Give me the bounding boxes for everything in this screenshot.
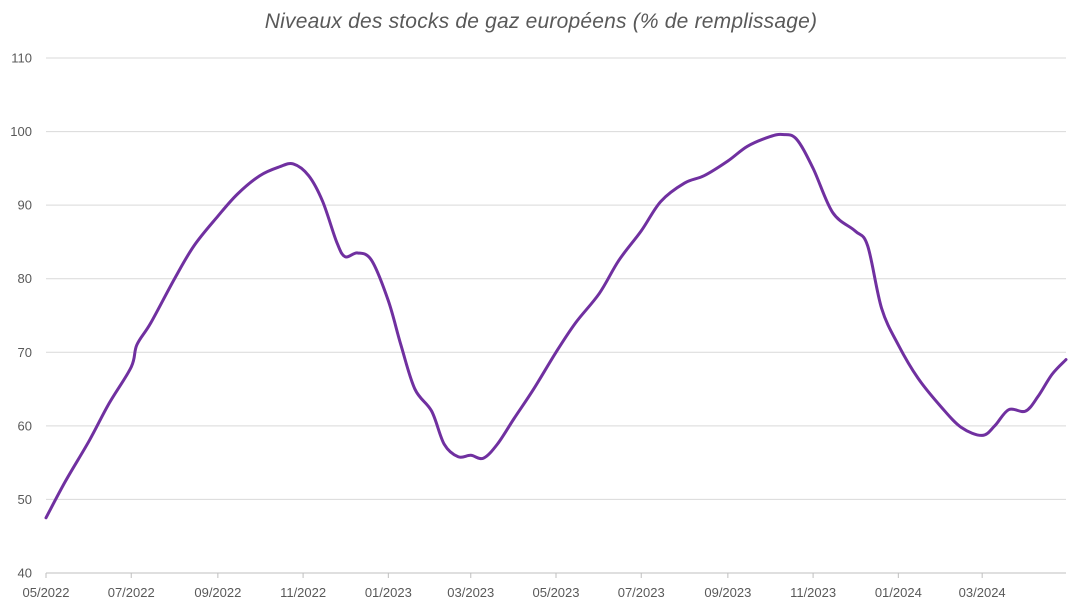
data-point <box>811 167 815 170</box>
data-point <box>64 479 67 483</box>
y-tick-label: 60 <box>18 418 32 433</box>
x-tick-label: 11/2023 <box>790 585 836 600</box>
data-point <box>659 200 662 203</box>
data-point <box>399 343 403 347</box>
data-point <box>897 343 900 347</box>
data-point <box>192 244 196 247</box>
data-point <box>44 516 48 520</box>
data-point <box>940 406 943 409</box>
x-tick-label: 11/2022 <box>280 585 326 600</box>
y-tick-label: 80 <box>18 271 32 286</box>
data-point <box>173 277 176 280</box>
axes: 40 50 60 70 80 90 100 110 05/2022 07/2022 09/2022 1… <box>10 51 1066 600</box>
data-point <box>746 145 749 148</box>
data-point <box>853 229 857 233</box>
y-tick-label: 50 <box>18 492 32 507</box>
y-tick-label: 70 <box>18 345 32 360</box>
data-point <box>149 321 152 325</box>
data-point <box>683 181 686 185</box>
chart-title: Niveaux des stocks de gaz européens (% d… <box>264 10 818 33</box>
data-point <box>1007 408 1010 411</box>
grid-lines <box>46 57 1066 500</box>
data-point <box>258 174 261 177</box>
data-point <box>554 351 558 354</box>
data-point <box>135 343 139 347</box>
data-point <box>343 255 347 258</box>
series-line <box>44 132 1068 520</box>
data-point <box>456 455 460 458</box>
y-tick-label: 90 <box>18 198 32 213</box>
x-tick-label: 07/2023 <box>618 585 665 600</box>
data-point <box>795 137 798 141</box>
data-point <box>980 434 984 437</box>
data-point <box>130 365 133 369</box>
data-point <box>512 417 516 420</box>
x-tick-label: 07/2022 <box>108 585 155 600</box>
data-point <box>356 251 359 255</box>
data-point <box>292 162 295 166</box>
data-point <box>866 244 869 247</box>
data-point <box>781 133 784 136</box>
data-point <box>216 214 220 218</box>
data-point <box>598 292 601 295</box>
x-tick-label: 01/2023 <box>365 585 412 600</box>
data-point <box>413 387 417 391</box>
data-point <box>1024 409 1027 413</box>
x-tick-label: 03/2023 <box>447 585 494 600</box>
x-tick-label: 09/2022 <box>194 585 241 600</box>
y-tick-label: 40 <box>18 566 32 581</box>
x-tick-label: 05/2022 <box>23 585 70 600</box>
data-point <box>335 240 338 244</box>
x-tick-label: 09/2023 <box>704 585 751 600</box>
series-layer <box>44 132 1068 520</box>
data-point <box>321 200 324 203</box>
data-point <box>993 424 996 428</box>
x-tick-label: 05/2023 <box>533 585 580 600</box>
x-tick-label: 03/2024 <box>959 585 1006 600</box>
data-point <box>307 174 310 177</box>
data-point <box>236 192 239 196</box>
data-point <box>532 387 535 391</box>
data-point <box>482 457 485 460</box>
data-point <box>574 321 577 325</box>
data-point <box>370 259 373 262</box>
data-point <box>107 402 111 405</box>
data-point <box>469 454 472 457</box>
data-point <box>640 229 643 233</box>
data-point <box>960 426 963 429</box>
data-point <box>1050 373 1054 376</box>
data-point <box>278 165 281 169</box>
data-point <box>430 409 433 413</box>
data-point <box>1064 358 1068 361</box>
data-point <box>88 439 91 442</box>
data-point <box>768 135 771 138</box>
data-point <box>496 443 499 446</box>
data-point <box>702 174 706 177</box>
data-point <box>617 259 621 262</box>
data-point <box>726 159 730 163</box>
data-point <box>1036 395 1040 398</box>
y-tick-label: 100 <box>10 124 32 139</box>
data-point <box>387 299 390 302</box>
x-tick-label: 01/2024 <box>875 585 922 600</box>
data-point <box>831 211 834 214</box>
data-point <box>443 443 446 446</box>
y-tick-label: 110 <box>11 51 32 66</box>
data-point <box>880 306 883 310</box>
data-point <box>916 376 920 380</box>
